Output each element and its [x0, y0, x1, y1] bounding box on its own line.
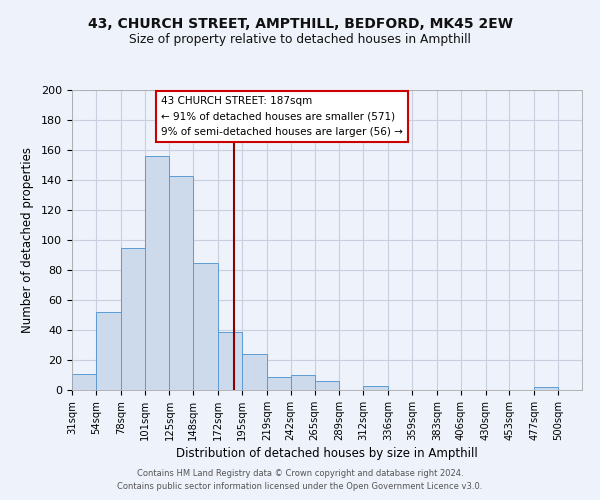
Bar [314, 381, 340, 390]
Bar [291, 375, 314, 390]
Bar [242, 354, 267, 390]
Bar [535, 387, 558, 390]
Bar [96, 312, 121, 390]
Text: 43 CHURCH STREET: 187sqm
← 91% of detached houses are smaller (571)
9% of semi-d: 43 CHURCH STREET: 187sqm ← 91% of detach… [161, 96, 403, 137]
Y-axis label: Number of detached properties: Number of detached properties [21, 147, 34, 333]
Bar [145, 156, 169, 390]
Bar [72, 374, 96, 390]
Text: Contains HM Land Registry data © Crown copyright and database right 2024.: Contains HM Land Registry data © Crown c… [137, 468, 463, 477]
Text: 43, CHURCH STREET, AMPTHILL, BEDFORD, MK45 2EW: 43, CHURCH STREET, AMPTHILL, BEDFORD, MK… [88, 18, 512, 32]
Bar [121, 248, 145, 390]
Text: Size of property relative to detached houses in Ampthill: Size of property relative to detached ho… [129, 32, 471, 46]
Bar [218, 332, 242, 390]
Bar [193, 262, 218, 390]
Bar [267, 376, 291, 390]
Bar [363, 386, 388, 390]
X-axis label: Distribution of detached houses by size in Ampthill: Distribution of detached houses by size … [176, 447, 478, 460]
Text: Contains public sector information licensed under the Open Government Licence v3: Contains public sector information licen… [118, 482, 482, 491]
Bar [169, 176, 193, 390]
